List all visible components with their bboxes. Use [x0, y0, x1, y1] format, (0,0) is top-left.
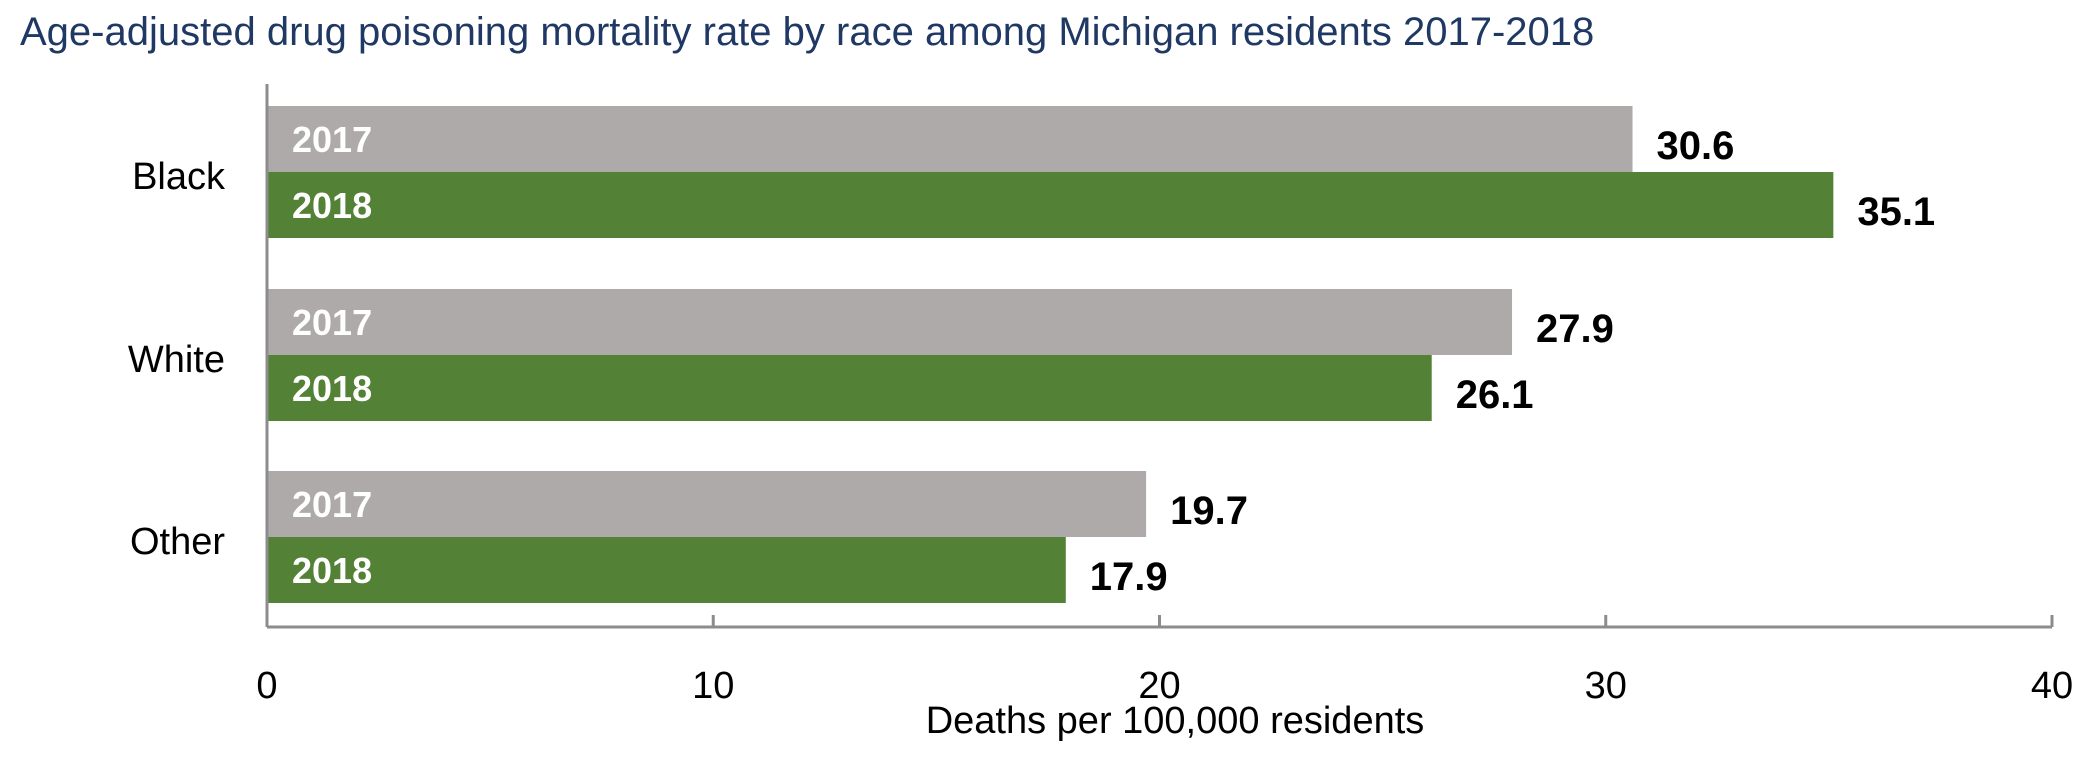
value-label-other-2018: 17.9	[1090, 555, 1168, 599]
labels-layer: 2017 30.6 2018 35.1 Black 2017 27.9 2018 26.1 Whi…	[128, 119, 2073, 707]
bar-white-2017	[267, 289, 1513, 355]
category-label-black: Black	[132, 156, 226, 198]
x-tick-label-10: 10	[692, 665, 734, 707]
category-label-white: White	[128, 339, 225, 381]
bar-black-2017	[267, 106, 1633, 172]
bar-series-label-black-2018: 2018	[292, 185, 372, 226]
x-axis-title: Deaths per 100,000 residents	[926, 700, 1425, 742]
x-tick-label-0: 0	[256, 665, 277, 707]
axes-layer	[265, 84, 2054, 629]
bar-other-2018	[267, 537, 1066, 603]
value-label-white-2018: 26.1	[1456, 373, 1534, 417]
bar-series-label-other-2018: 2018	[292, 550, 372, 591]
value-label-black-2018: 35.1	[1857, 190, 1935, 234]
bar-white-2018	[267, 355, 1432, 421]
bar-black-2018	[267, 172, 1834, 238]
bars-layer	[267, 106, 1834, 603]
x-tick-label-30: 30	[1585, 665, 1627, 707]
value-label-white-2017: 27.9	[1536, 307, 1614, 351]
bar-series-label-white-2017: 2017	[292, 302, 372, 343]
value-label-other-2017: 19.7	[1170, 489, 1248, 533]
bar-series-label-white-2018: 2018	[292, 368, 372, 409]
bar-other-2017	[267, 471, 1147, 537]
value-label-black-2017: 30.6	[1657, 124, 1735, 168]
chart-title: Age-adjusted drug poisoning mortality ra…	[20, 10, 1595, 54]
bar-series-label-black-2017: 2017	[292, 119, 372, 160]
category-label-other: Other	[130, 521, 225, 563]
x-tick-label-40: 40	[2031, 665, 2073, 707]
x-tick-label-20: 20	[1138, 665, 1180, 707]
bar-series-label-other-2017: 2017	[292, 484, 372, 525]
